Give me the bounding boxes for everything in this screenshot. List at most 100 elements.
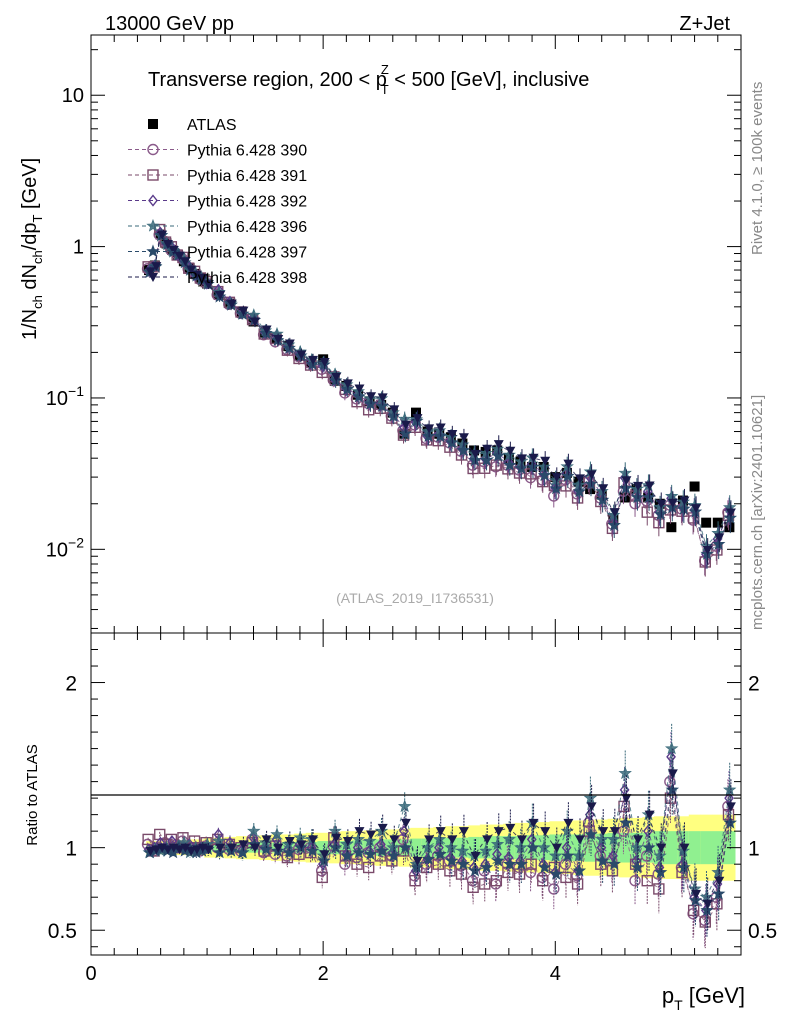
data-point-main xyxy=(656,499,667,509)
data-point-ratio xyxy=(572,848,586,862)
data-point-main xyxy=(701,517,712,528)
data-point-main xyxy=(595,495,607,508)
ratio-x-ticks: 0 2 4 xyxy=(85,633,719,985)
main-data-layer xyxy=(141,223,738,577)
data-point-ratio xyxy=(362,861,375,874)
main-ylabel: 1/Nch dNch/dpT [GeV] xyxy=(19,158,45,340)
data-point-ratio xyxy=(479,843,493,857)
data-point-main xyxy=(389,405,400,415)
data-point-ratio xyxy=(503,857,517,870)
data-point-ratio xyxy=(595,853,610,867)
data-point-ratio xyxy=(493,827,504,837)
data-point-ratio xyxy=(482,835,493,845)
data-point-ratio xyxy=(583,791,598,804)
data-point-main xyxy=(633,481,644,491)
legend-marker xyxy=(146,218,160,232)
data-point-ratio xyxy=(270,827,284,841)
data-point-ratio xyxy=(305,843,320,857)
data-point-main xyxy=(468,453,482,467)
data-point-ratio xyxy=(342,837,353,847)
data-point-ratio xyxy=(479,878,491,890)
data-point-main xyxy=(162,240,173,250)
data-point-main xyxy=(724,522,735,533)
rivet-label: Rivet 4.1.0, ≥ 100k events xyxy=(749,82,766,255)
data-point-ratio xyxy=(528,818,539,828)
data-point-ratio xyxy=(563,818,574,828)
data-point-ratio xyxy=(548,883,560,895)
data-point-ratio xyxy=(490,874,503,887)
data-point-ratio xyxy=(571,878,584,890)
data-point-ratio xyxy=(621,794,632,804)
data-point-ratio xyxy=(526,840,540,854)
data-point-ratio xyxy=(397,799,412,813)
data-point-main xyxy=(666,522,677,533)
data-point-main xyxy=(284,339,295,349)
data-point-ratio xyxy=(319,850,330,860)
data-point-main xyxy=(366,392,377,402)
legend-label: Pythia 6.428 398 xyxy=(187,270,307,287)
data-point-ratio xyxy=(421,852,436,865)
data-point-main xyxy=(447,430,458,440)
data-point-ratio xyxy=(644,810,655,820)
data-point-main xyxy=(619,492,630,503)
data-point-ratio xyxy=(180,843,191,853)
data-point-ratio xyxy=(537,860,552,874)
series-6-main xyxy=(145,230,736,565)
data-point-ratio xyxy=(618,766,632,780)
data-point-main xyxy=(238,306,249,316)
data-point-main xyxy=(609,508,620,518)
data-point-ratio xyxy=(238,840,249,850)
data-point-ratio xyxy=(424,835,435,845)
ratio-x-tick-label: 4 xyxy=(550,963,561,985)
data-point-main xyxy=(641,506,653,518)
data-point-main xyxy=(191,270,202,280)
data-point-ratio xyxy=(400,818,411,828)
data-point-ratio xyxy=(316,871,328,884)
data-point-ratio xyxy=(537,840,551,854)
data-point-main xyxy=(644,481,655,491)
data-point-main xyxy=(435,423,446,433)
data-point-main xyxy=(549,481,563,495)
data-point-main xyxy=(702,545,713,555)
data-point-main xyxy=(342,379,353,389)
data-point-ratio xyxy=(688,893,703,907)
data-point-main xyxy=(691,504,702,514)
main-y-ticks: 10−2 10−1 1 10 xyxy=(46,49,741,629)
ratio-band-stat xyxy=(503,836,515,860)
data-point-main xyxy=(340,382,355,396)
data-point-ratio xyxy=(630,860,645,874)
data-point-ratio xyxy=(250,843,260,853)
data-point-ratio xyxy=(491,853,505,867)
data-point-ratio xyxy=(363,847,378,861)
data-point-main xyxy=(180,257,191,267)
data-point-main xyxy=(168,245,179,255)
data-point-ratio xyxy=(455,843,470,857)
ratio-band-stat xyxy=(410,838,423,857)
data-point-ratio xyxy=(479,860,494,874)
ratio-band-stat xyxy=(700,831,713,865)
data-point-main xyxy=(354,384,365,394)
data-point-ratio xyxy=(642,825,653,838)
ratio-band-stat xyxy=(688,831,701,865)
data-point-ratio xyxy=(700,903,714,917)
data-point-ratio xyxy=(666,750,676,763)
data-point-main xyxy=(642,490,656,504)
data-point-ratio xyxy=(398,840,413,854)
data-point-main xyxy=(151,262,162,272)
data-point-main xyxy=(226,299,237,309)
data-point-ratio xyxy=(433,847,447,860)
data-point-ratio xyxy=(273,843,284,853)
data-point-ratio xyxy=(572,863,587,877)
data-point-main xyxy=(630,490,645,504)
data-point-ratio xyxy=(456,857,471,870)
data-point-main xyxy=(296,350,307,360)
data-point-ratio xyxy=(363,834,377,847)
data-point-main xyxy=(374,402,386,414)
data-point-ratio xyxy=(537,874,549,887)
data-point-ratio xyxy=(513,868,526,880)
main-y-tick-label: 1 xyxy=(73,237,84,259)
data-point-ratio xyxy=(502,832,516,846)
ratio-data-layer xyxy=(141,723,738,949)
data-point-ratio xyxy=(151,845,162,855)
